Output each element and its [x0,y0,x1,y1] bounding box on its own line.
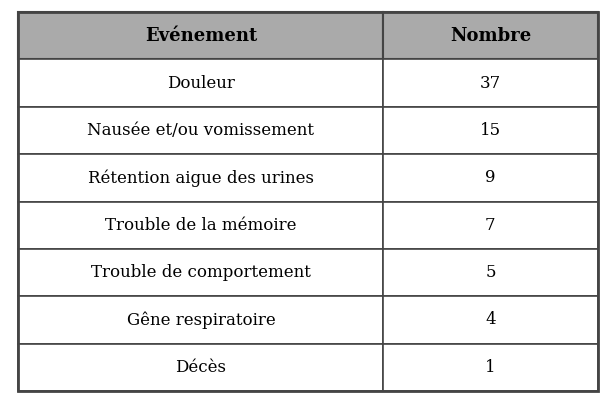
Text: Evénement: Evénement [145,27,257,45]
Bar [383,12,598,59]
Bar [18,12,383,59]
Bar [383,343,598,391]
Text: Douleur: Douleur [167,75,235,91]
Text: 9: 9 [485,169,496,186]
Bar [383,107,598,154]
Text: Nombre: Nombre [450,27,531,45]
Text: 5: 5 [485,264,496,281]
Bar [383,296,598,343]
Bar [18,154,383,202]
Text: 4: 4 [485,312,496,328]
Bar [383,154,598,202]
Bar [18,202,383,249]
Text: Décès: Décès [176,359,226,376]
Text: 1: 1 [485,359,496,376]
Bar [383,59,598,107]
Bar [383,249,598,296]
Bar [18,296,383,343]
Bar [18,249,383,296]
Text: 15: 15 [480,122,501,139]
Text: Gêne respiratoire: Gêne respiratoire [126,311,275,328]
Text: 37: 37 [480,75,501,91]
Bar [18,59,383,107]
Text: Trouble de la mémoire: Trouble de la mémoire [105,217,297,234]
Text: Nausée et/ou vomissement: Nausée et/ou vomissement [87,122,314,139]
Bar [383,202,598,249]
Bar [18,343,383,391]
Text: Rétention aigue des urines: Rétention aigue des urines [88,169,314,187]
Text: Trouble de comportement: Trouble de comportement [91,264,311,281]
Text: 7: 7 [485,217,496,234]
Bar [18,107,383,154]
